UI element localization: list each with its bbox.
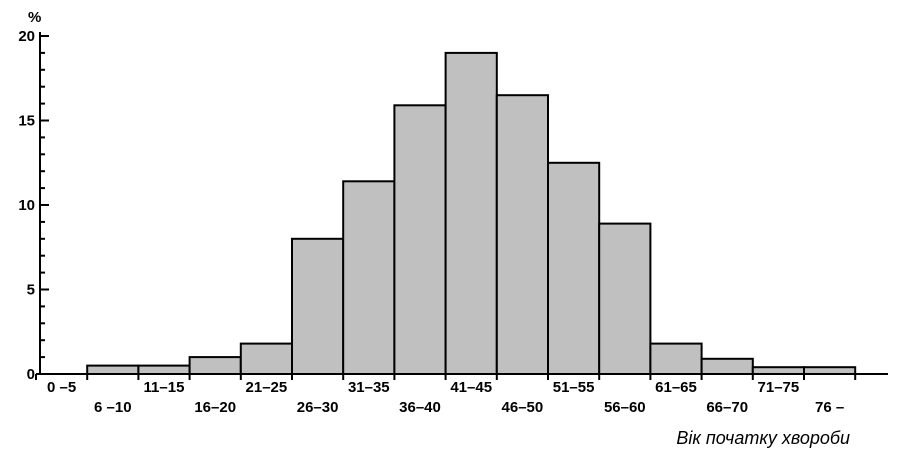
x-tick-label-14: 71–75 xyxy=(758,379,800,396)
y-tick-label-15: 15 xyxy=(18,113,35,130)
x-tick-label-3: 16–20 xyxy=(194,399,236,416)
bar-9 xyxy=(495,94,549,375)
y-tick-label-5: 5 xyxy=(27,282,35,299)
x-tick-label-10: 51–55 xyxy=(553,379,595,396)
bar-12 xyxy=(649,342,703,376)
x-tick-label-12: 61–65 xyxy=(655,379,697,396)
x-tick-label-0: 0 –5 xyxy=(47,379,76,396)
bar-5 xyxy=(291,237,345,375)
bar-10 xyxy=(547,161,601,375)
x-tick-label-15: 76 – xyxy=(815,399,844,416)
bar-14 xyxy=(751,366,805,376)
x-axis-title: Вік початку хвороби xyxy=(676,428,850,448)
bar-8 xyxy=(444,51,498,376)
bar-4 xyxy=(239,342,294,376)
x-tick-label-11: 56–60 xyxy=(604,399,646,416)
y-axis-unit-label: % xyxy=(28,9,41,26)
y-tick-label-10: 10 xyxy=(18,197,35,214)
bar-1 xyxy=(86,364,140,376)
bar-2 xyxy=(137,364,191,376)
x-tick-label-4: 21–25 xyxy=(246,379,288,396)
x-axis: 0 –5 6 –10 11–15 16–20 21–25 26–30 31–35 36–40 4… xyxy=(35,373,888,416)
x-tick-label-5: 26–30 xyxy=(297,399,339,416)
bar-6 xyxy=(342,180,396,375)
x-tick-label-2: 11–15 xyxy=(144,379,185,396)
y-axis: 0 5 10 15 20 xyxy=(18,28,49,383)
x-tick-label-6: 31–35 xyxy=(348,379,390,396)
bar-11 xyxy=(598,222,652,375)
x-tick-label-1: 6 –10 xyxy=(94,399,132,416)
bar-7 xyxy=(393,104,447,376)
bar-3 xyxy=(188,356,242,376)
x-tick-label-7: 36–40 xyxy=(399,399,441,416)
y-tick-label-20: 20 xyxy=(18,28,35,45)
bars-group xyxy=(86,51,857,376)
y-tick-label-0: 0 xyxy=(27,366,35,383)
x-tick-label-9: 46–50 xyxy=(502,399,544,416)
bar-15 xyxy=(803,366,857,376)
bar-13 xyxy=(700,357,754,375)
x-tick-label-8: 41–45 xyxy=(450,379,492,396)
x-tick-label-13: 66–70 xyxy=(706,399,748,416)
